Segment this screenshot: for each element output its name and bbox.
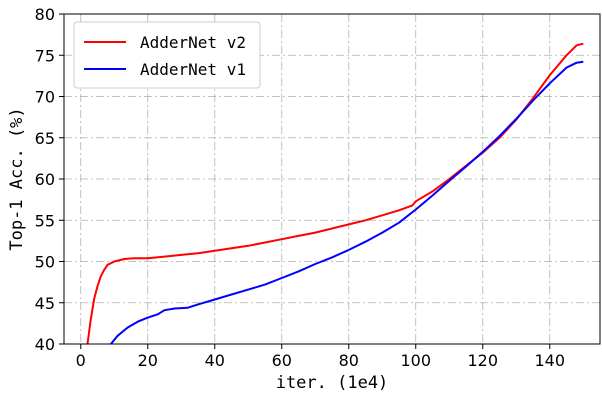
x-tick-label: 60: [272, 351, 292, 370]
x-tick-label: 140: [534, 351, 565, 370]
legend-label: AdderNet v1: [140, 60, 246, 79]
y-tick-label: 55: [35, 211, 55, 230]
y-axis: 40 45 50 55 60 65 70 75 80: [35, 5, 64, 354]
x-axis: 0 20 40 60 80 100 120 140: [76, 344, 565, 370]
y-tick-label: 80: [35, 5, 55, 24]
series-layer: [86, 42, 584, 345]
legend-label: AdderNet v2: [140, 33, 246, 52]
y-tick-label: 60: [35, 170, 55, 189]
y-tick-label: 50: [35, 253, 55, 272]
legend-box: [73, 21, 261, 89]
legend: AdderNet v2 AdderNet v1: [73, 21, 261, 89]
y-tick-label: 65: [35, 129, 55, 148]
y-axis-label: Top-1 Acc. (%): [7, 107, 27, 250]
y-tick-label: 70: [35, 88, 55, 107]
x-tick-label: 120: [467, 351, 498, 370]
y-tick-label: 45: [35, 294, 55, 313]
series-line-1: [86, 42, 584, 345]
x-tick-label: 100: [400, 351, 431, 370]
x-tick-label: 40: [205, 351, 225, 370]
y-tick-label: 75: [35, 46, 55, 65]
y-tick-label: 40: [35, 335, 55, 354]
x-axis-label: iter. (1e4): [276, 373, 389, 393]
x-tick-label: 80: [339, 351, 359, 370]
x-tick-label: 20: [138, 351, 158, 370]
series-line-2: [110, 60, 584, 345]
x-tick-label: 0: [76, 351, 86, 370]
